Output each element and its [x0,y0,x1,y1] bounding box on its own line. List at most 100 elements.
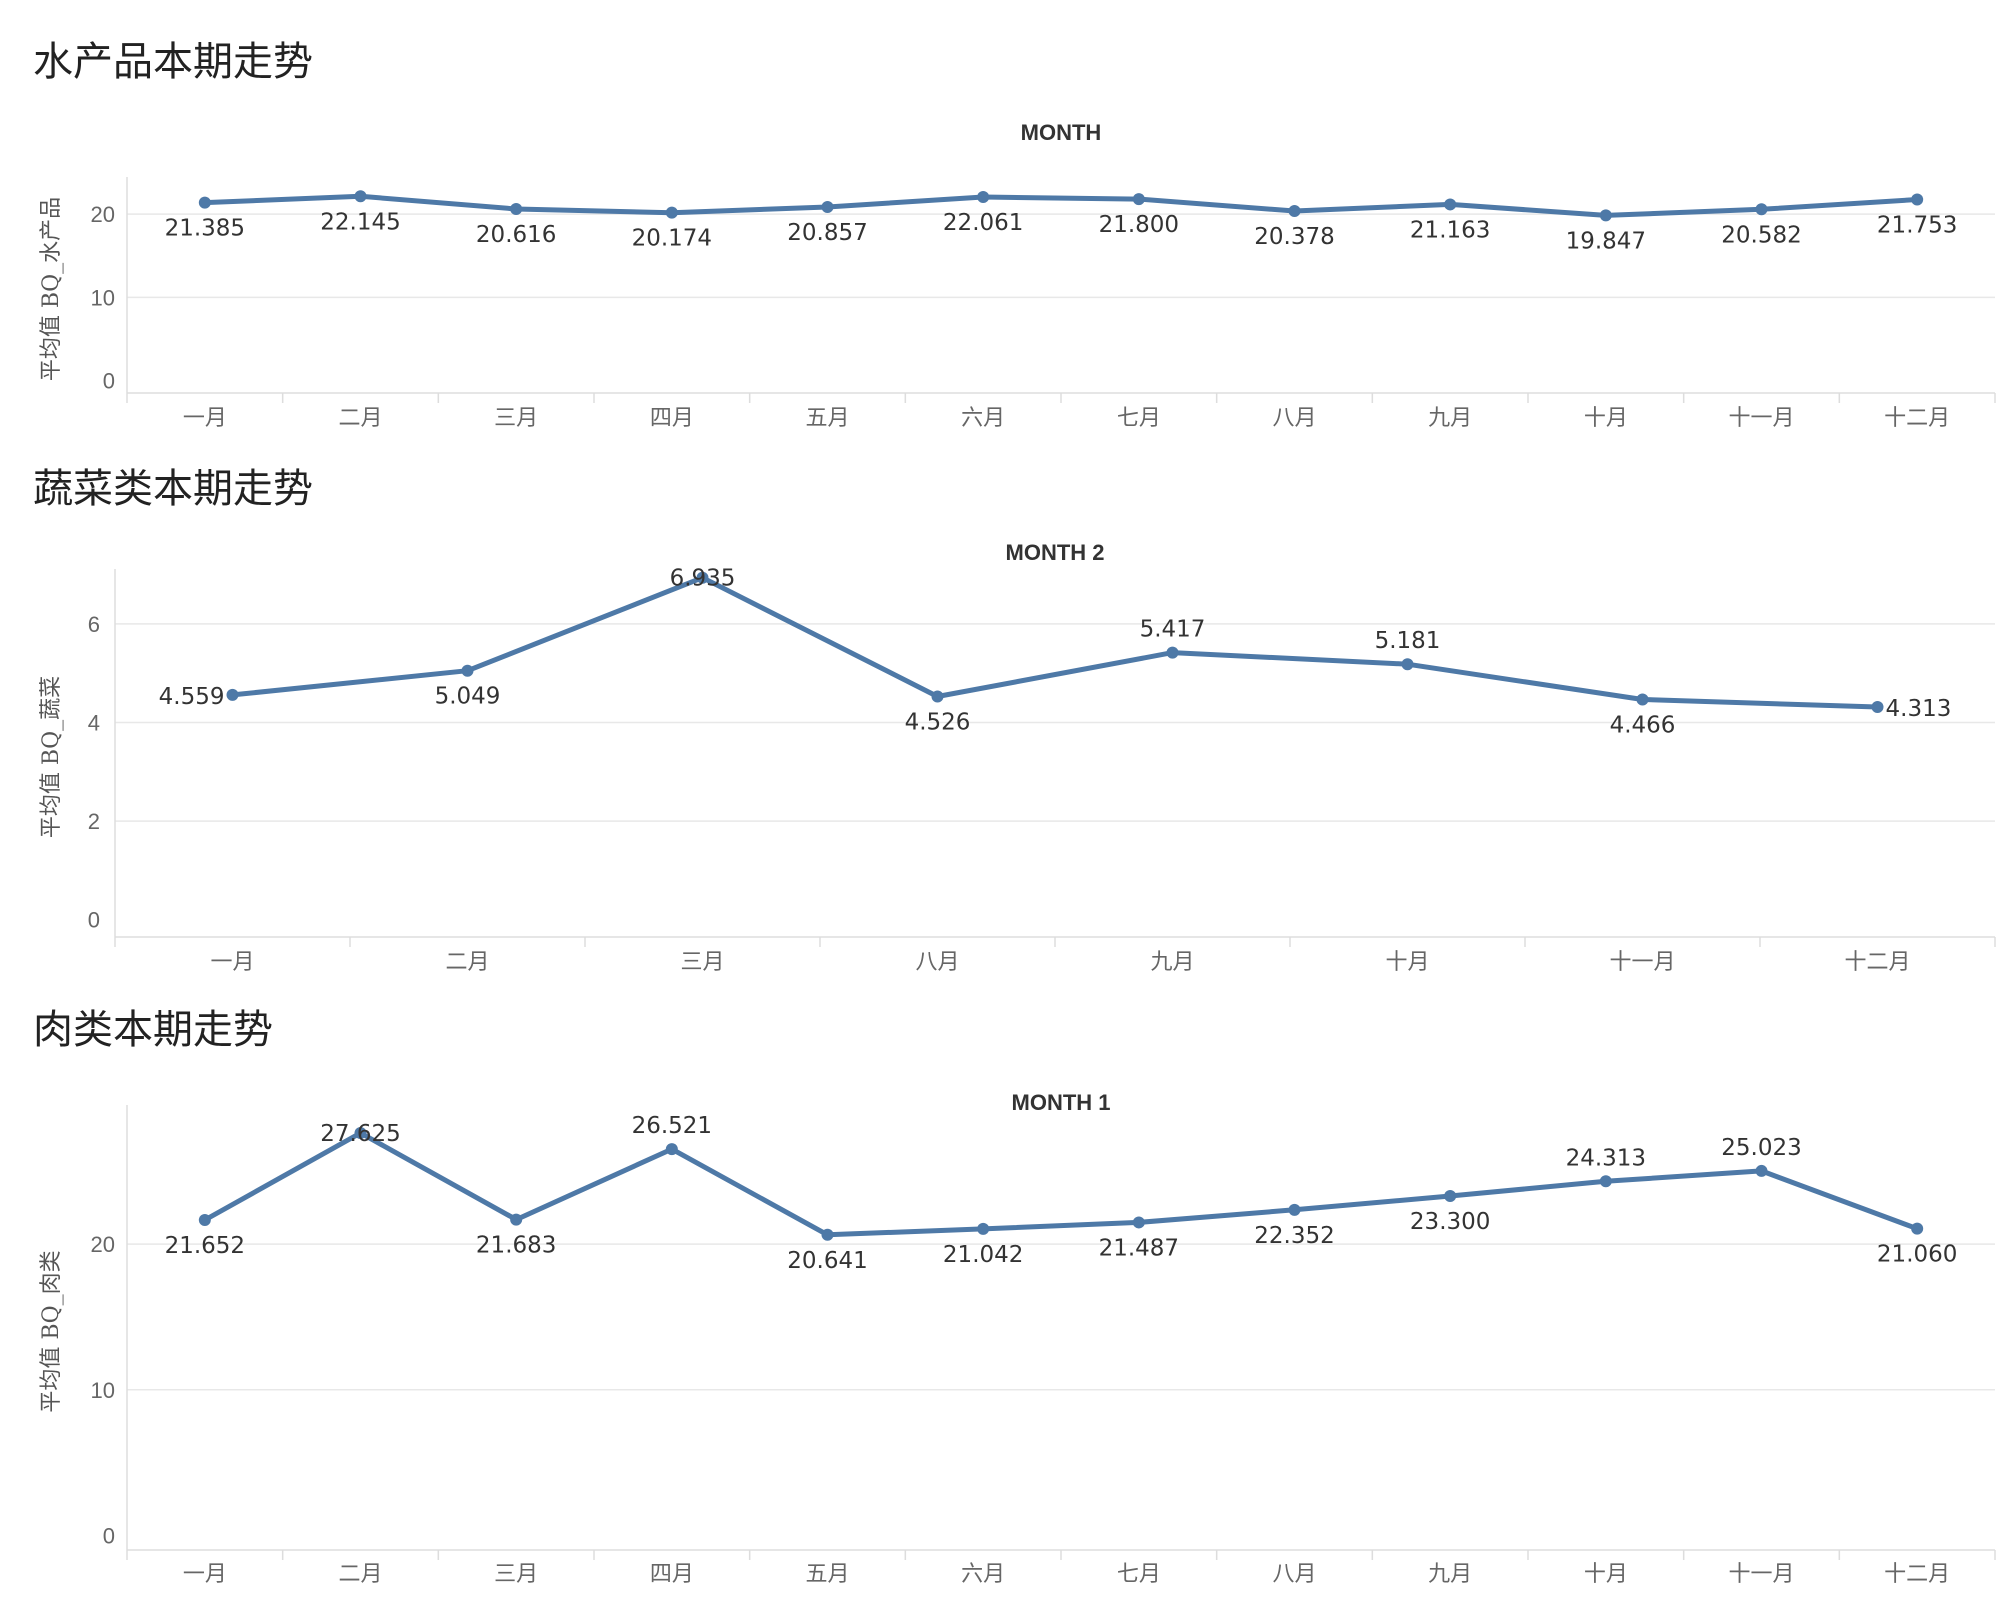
line-chart-vegetables: MONTH 2 平均值 BQ_蔬菜 0 2 4 6 一月 二月 三月 八月 九月 十月 十一月 十二月 4.… [39,540,1996,975]
x-tick-label: 十二月 [1884,406,1950,431]
y-tick-label: 20 [91,1232,115,1257]
data-label: 5.181 [1375,628,1441,654]
x-tick-label: 九月 [1150,950,1194,975]
x-tick-label: 十月 [1584,1562,1628,1587]
x-tick-label: 十二月 [1884,1562,1950,1587]
data-point [1911,193,1924,206]
data-label: 21.487 [1099,1235,1179,1261]
data-label: 5.049 [435,684,501,710]
data-label: 27.625 [320,1121,400,1147]
data-point [1288,1203,1301,1216]
x-tick-label: 八月 [1272,406,1316,431]
data-point [1871,701,1884,714]
y-tick-label: 0 [88,908,100,933]
y-tick-label: 2 [88,809,100,834]
data-label: 19.847 [1566,228,1646,254]
panel-title: 水产品本期走势 [33,39,313,85]
y-axis-label: 平均值 BQ_蔬菜 [39,676,64,838]
data-label: 21.652 [165,1233,245,1259]
x-tick-label: 十一月 [1728,1562,1794,1587]
line-chart-meat: MONTH 1 平均值 BQ_肉类 0 10 20 一月 二月 三月 四月 五月 六月 七月 八月 九月 十… [39,1090,1996,1587]
series-line [202,193,1920,218]
x-tick-label: 八月 [915,950,959,975]
data-label: 20.616 [476,222,556,248]
x-tick-label: 九月 [1428,1562,1472,1587]
x-tick-label: 十月 [1584,406,1628,431]
x-tick-label: 二月 [338,1562,382,1587]
data-point [226,688,239,701]
data-point [696,571,709,584]
data-point [510,1213,523,1226]
x-tick-label: 一月 [183,1562,227,1587]
x-tick-label: 五月 [805,1562,849,1587]
panel-title: 肉类本期走势 [33,1007,273,1053]
x-tick-label: 十月 [1385,950,1429,975]
data-point [821,200,834,213]
data-point [1166,646,1179,659]
data-point [461,664,474,677]
data-label: 20.582 [1721,222,1801,248]
data-label: 24.313 [1566,1145,1646,1171]
chart-panel-meat: 肉类本期走势 MONTH 1 平均值 BQ_肉类 0 10 20 一月 二月 三月 四月 五月 六月… [0,1008,2000,1598]
chart-title: MONTH [1021,120,1102,145]
y-tick-label: 0 [103,369,115,394]
x-tick-label: 十一月 [1609,950,1675,975]
data-label: 20.174 [632,226,712,252]
data-point [1599,209,1612,222]
data-point [931,690,944,703]
y-tick-label: 20 [91,202,115,227]
x-tick-label: 七月 [1117,1562,1161,1587]
data-label: 21.683 [476,1233,556,1259]
data-label: 5.417 [1140,617,1206,643]
data-label: 22.352 [1254,1223,1334,1249]
data-label: 4.559 [159,684,225,710]
x-tick-label: 一月 [210,950,254,975]
series-line [230,575,1880,710]
x-tick-label: 六月 [961,1562,1005,1587]
x-tick-label: 六月 [961,406,1005,431]
data-point [1401,658,1414,671]
y-axis-label: 平均值 BQ_水产品 [39,197,64,381]
data-label: 4.466 [1610,712,1676,738]
data-label: 21.800 [1099,212,1179,238]
x-tick-label: 四月 [650,406,694,431]
x-tick-label: 三月 [494,406,538,431]
data-label: 21.385 [165,216,245,242]
data-point [665,206,678,219]
data-label: 4.526 [905,710,971,736]
x-tick-label: 一月 [183,406,227,431]
data-label: 4.313 [1886,696,1952,722]
data-label: 20.641 [787,1248,867,1274]
chart-title: MONTH 2 [1006,540,1105,565]
data-label: 25.023 [1721,1135,1801,1161]
data-point [354,190,367,203]
data-point [977,190,990,203]
data-label: 21.163 [1410,217,1490,243]
data-point [510,202,523,215]
x-tick-label: 五月 [805,406,849,431]
data-point [977,1222,990,1235]
x-tick-label: 七月 [1117,406,1161,431]
y-tick-label: 10 [91,285,115,310]
x-tick-label: 四月 [650,1562,694,1587]
data-label: 22.061 [943,210,1023,236]
y-axis-label: 平均值 BQ_肉类 [39,1250,64,1412]
x-tick-label: 九月 [1428,406,1472,431]
y-tick-label: 10 [91,1378,115,1403]
data-label: 21.042 [943,1242,1023,1268]
x-tick-label: 十二月 [1844,950,1910,975]
data-point [1755,1164,1768,1177]
data-point [1132,1216,1145,1229]
data-point [198,1214,211,1227]
chart-title: MONTH 1 [1012,1090,1111,1115]
data-point [1911,1222,1924,1235]
data-label: 21.753 [1877,213,1957,239]
series-line [202,1130,1920,1238]
data-label: 20.857 [787,220,867,246]
data-point [1444,1190,1457,1203]
panel-title: 蔬菜类本期走势 [33,466,313,512]
data-point [1132,193,1145,206]
data-point [1288,204,1301,217]
data-point [1444,198,1457,211]
data-label: 6.935 [670,566,736,592]
